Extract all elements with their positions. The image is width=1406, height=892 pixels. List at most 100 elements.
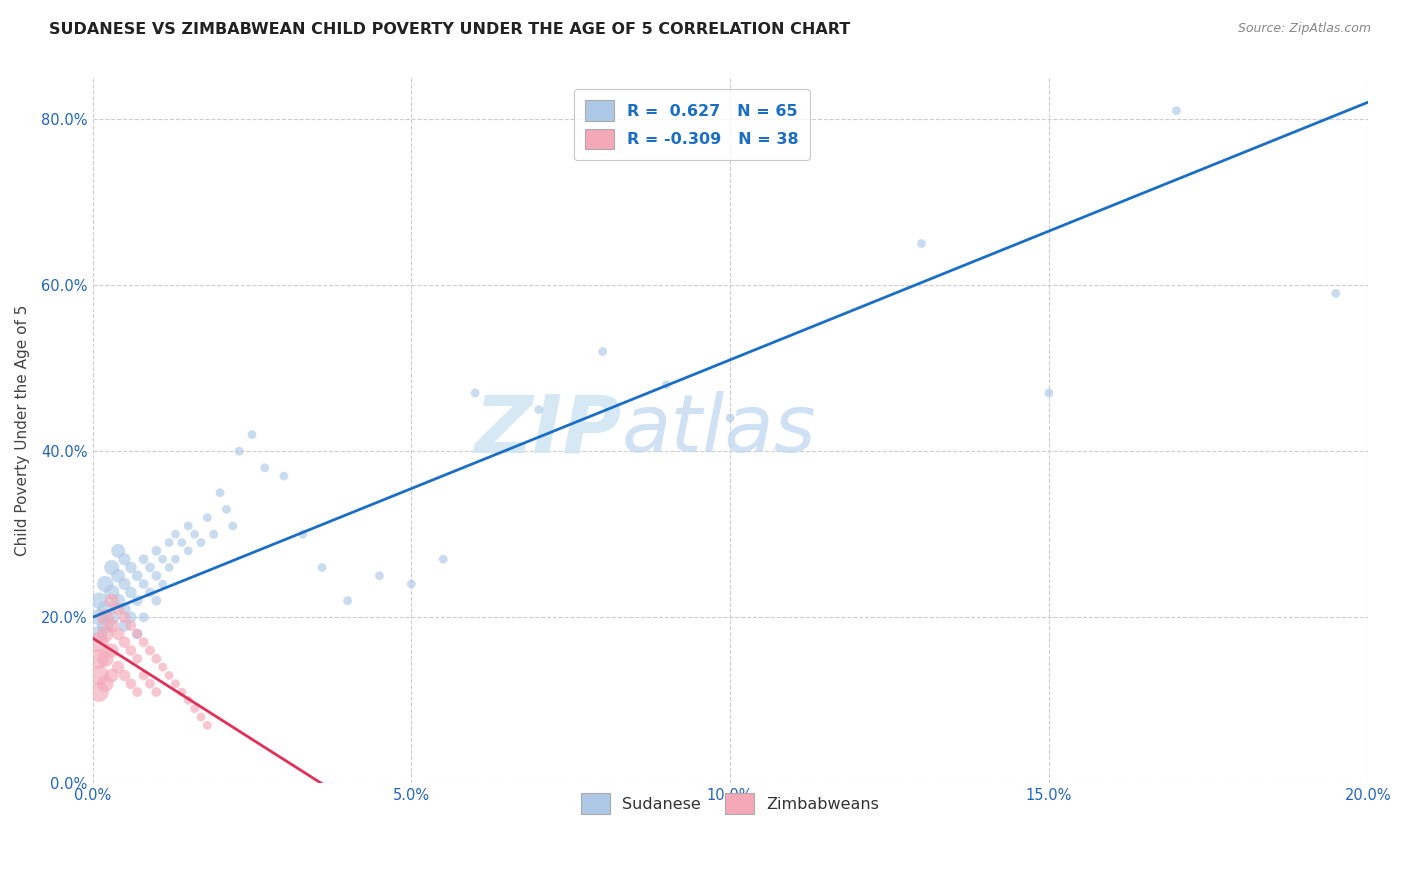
- Point: [1038, 386, 1060, 401]
- Point: [127, 685, 149, 699]
- Point: [120, 585, 142, 599]
- Point: [157, 535, 180, 549]
- Point: [120, 618, 142, 632]
- Point: [401, 577, 423, 591]
- Point: [100, 593, 122, 607]
- Point: [718, 411, 741, 425]
- Point: [87, 627, 110, 641]
- Point: [910, 236, 932, 251]
- Point: [195, 718, 218, 732]
- Point: [1166, 103, 1188, 118]
- Point: [157, 560, 180, 574]
- Point: [145, 685, 167, 699]
- Point: [170, 685, 193, 699]
- Point: [253, 460, 276, 475]
- Point: [177, 544, 200, 558]
- Point: [100, 585, 122, 599]
- Point: [195, 510, 218, 524]
- Point: [432, 552, 454, 566]
- Point: [222, 519, 245, 533]
- Point: [127, 652, 149, 666]
- Point: [202, 527, 225, 541]
- Point: [132, 577, 155, 591]
- Point: [87, 610, 110, 624]
- Point: [152, 577, 174, 591]
- Point: [165, 677, 187, 691]
- Point: [114, 618, 136, 632]
- Point: [94, 652, 117, 666]
- Point: [107, 602, 129, 616]
- Text: ZIP: ZIP: [474, 392, 621, 469]
- Point: [215, 502, 238, 516]
- Point: [87, 685, 110, 699]
- Point: [190, 535, 212, 549]
- Point: [100, 668, 122, 682]
- Point: [107, 544, 129, 558]
- Point: [94, 627, 117, 641]
- Point: [107, 660, 129, 674]
- Point: [291, 527, 314, 541]
- Point: [145, 652, 167, 666]
- Point: [132, 635, 155, 649]
- Point: [114, 610, 136, 624]
- Point: [87, 593, 110, 607]
- Point: [87, 635, 110, 649]
- Point: [127, 627, 149, 641]
- Point: [273, 469, 295, 483]
- Point: [127, 568, 149, 582]
- Point: [527, 402, 550, 417]
- Point: [114, 668, 136, 682]
- Point: [240, 427, 263, 442]
- Text: SUDANESE VS ZIMBABWEAN CHILD POVERTY UNDER THE AGE OF 5 CORRELATION CHART: SUDANESE VS ZIMBABWEAN CHILD POVERTY UND…: [49, 22, 851, 37]
- Point: [107, 568, 129, 582]
- Point: [132, 668, 155, 682]
- Point: [100, 610, 122, 624]
- Point: [311, 560, 333, 574]
- Text: atlas: atlas: [621, 392, 817, 469]
- Point: [183, 701, 205, 715]
- Text: Source: ZipAtlas.com: Source: ZipAtlas.com: [1237, 22, 1371, 36]
- Point: [87, 652, 110, 666]
- Point: [157, 668, 180, 682]
- Point: [120, 643, 142, 657]
- Point: [139, 560, 162, 574]
- Point: [127, 593, 149, 607]
- Point: [145, 568, 167, 582]
- Point: [120, 610, 142, 624]
- Point: [114, 552, 136, 566]
- Point: [100, 643, 122, 657]
- Point: [165, 552, 187, 566]
- Point: [107, 593, 129, 607]
- Point: [152, 660, 174, 674]
- Point: [100, 560, 122, 574]
- Legend: Sudanese, Zimbabweans: Sudanese, Zimbabweans: [569, 782, 890, 825]
- Point: [139, 677, 162, 691]
- Point: [190, 710, 212, 724]
- Point: [107, 627, 129, 641]
- Point: [145, 593, 167, 607]
- Point: [177, 519, 200, 533]
- Point: [165, 527, 187, 541]
- Point: [228, 444, 250, 458]
- Point: [368, 568, 391, 582]
- Point: [94, 577, 117, 591]
- Point: [1324, 286, 1347, 301]
- Point: [100, 618, 122, 632]
- Point: [145, 544, 167, 558]
- Point: [94, 610, 117, 624]
- Point: [183, 527, 205, 541]
- Point: [94, 618, 117, 632]
- Y-axis label: Child Poverty Under the Age of 5: Child Poverty Under the Age of 5: [15, 305, 30, 556]
- Point: [177, 693, 200, 707]
- Point: [139, 643, 162, 657]
- Point: [120, 677, 142, 691]
- Point: [170, 535, 193, 549]
- Point: [655, 377, 678, 392]
- Point: [152, 552, 174, 566]
- Point: [209, 485, 232, 500]
- Point: [94, 602, 117, 616]
- Point: [336, 593, 359, 607]
- Point: [114, 635, 136, 649]
- Point: [592, 344, 614, 359]
- Point: [132, 610, 155, 624]
